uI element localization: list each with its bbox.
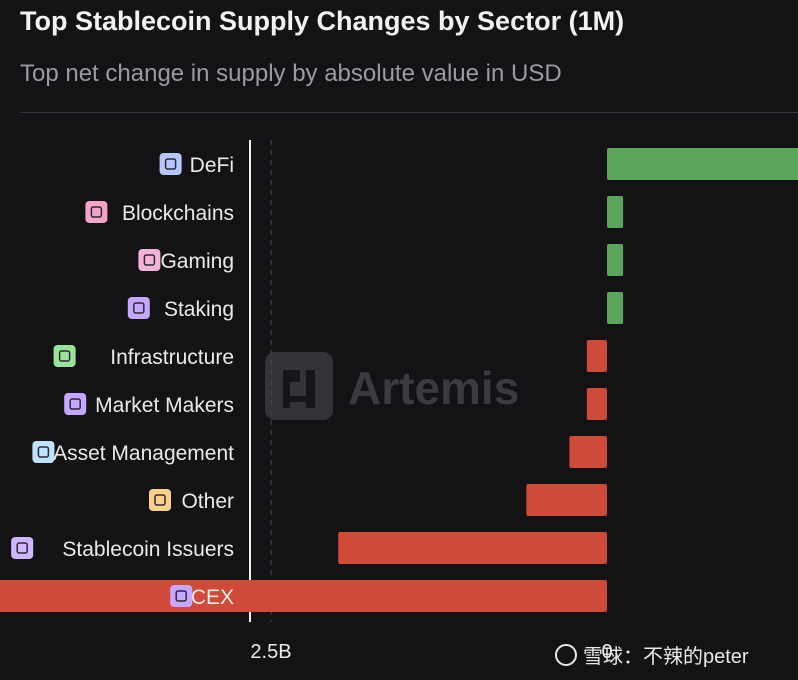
chart-subtitle: Top net change in supply by absolute val… — [20, 60, 562, 87]
cube-icon — [85, 201, 108, 223]
category-label: DeFi — [190, 154, 234, 177]
category-label: Gaming — [160, 250, 234, 273]
bar-cex — [0, 580, 607, 612]
header-divider — [20, 112, 798, 113]
footer-watermark: 雪球：不辣的peter — [555, 640, 749, 669]
category-label: Infrastructure — [110, 346, 234, 369]
bank-icon — [64, 393, 87, 415]
droplet-icon — [127, 297, 150, 319]
bar-gaming — [607, 244, 624, 276]
category-label: Other — [181, 490, 234, 513]
bar-other — [526, 484, 607, 516]
dollar-coin-icon — [11, 537, 34, 559]
x-tick-label: 0 — [601, 641, 612, 663]
bar-stablecoin-issuers — [338, 532, 607, 564]
artemis-watermark: Artemis — [265, 352, 519, 420]
bar-staking — [607, 292, 624, 324]
category-label: Market Makers — [95, 394, 234, 417]
dots-icon — [149, 489, 171, 511]
x-tick-label: 2.5B — [250, 641, 291, 663]
bar-blockchains — [607, 196, 624, 228]
footer-text: 雪球：不辣的peter — [583, 646, 749, 668]
bar-infrastructure — [586, 340, 607, 372]
bar-market-makers — [586, 388, 607, 420]
piggy-bank-icon — [32, 441, 55, 463]
bar-asset-management — [569, 436, 607, 468]
bank-icon — [170, 585, 193, 607]
category-label: Blockchains — [122, 202, 234, 225]
defi-icon — [159, 153, 182, 175]
category-label: Staking — [164, 298, 234, 321]
svg-text:Artemis: Artemis — [348, 362, 519, 414]
snowball-logo-icon — [555, 643, 577, 666]
bar-defi — [607, 148, 798, 180]
category-label: Asset Management — [53, 442, 234, 465]
gamepad-icon — [138, 249, 161, 271]
chart-title: Top Stablecoin Supply Changes by Sector … — [20, 6, 625, 36]
category-label: CEX — [191, 586, 234, 609]
category-label: Stablecoin Issuers — [62, 538, 234, 561]
infrastructure-icon — [53, 345, 76, 367]
